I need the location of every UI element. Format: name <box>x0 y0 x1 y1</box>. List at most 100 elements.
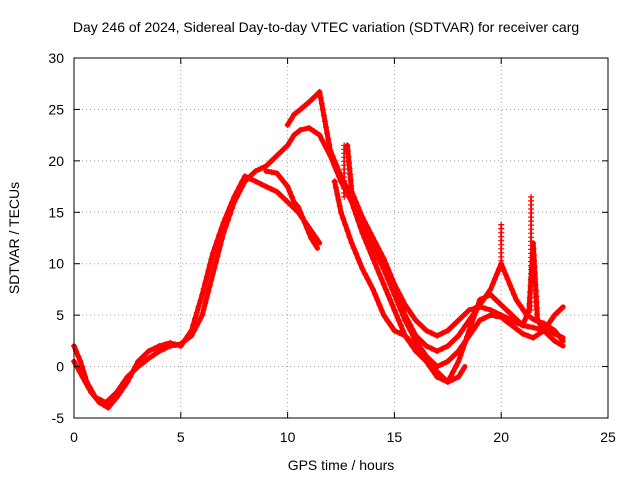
data-point <box>482 314 489 321</box>
data-point <box>77 358 84 365</box>
series-line <box>285 89 566 354</box>
data-point <box>374 265 381 272</box>
data-point <box>378 260 385 267</box>
data-point <box>439 330 446 337</box>
data-point <box>423 327 430 334</box>
data-point <box>363 224 370 231</box>
data-point <box>350 205 357 212</box>
data-point <box>135 358 142 365</box>
data-point <box>397 307 404 313</box>
plot-frame <box>73 57 609 419</box>
data-point <box>334 190 341 197</box>
data-point <box>532 275 539 282</box>
data-point <box>85 384 92 391</box>
data-point <box>326 141 333 148</box>
data-point <box>311 94 318 101</box>
data-point <box>268 169 275 176</box>
data-point <box>370 240 376 247</box>
data-point <box>332 184 339 191</box>
data-point <box>306 99 312 106</box>
data-point <box>530 334 537 341</box>
data-point <box>513 296 520 303</box>
series-line <box>71 125 566 406</box>
data-point <box>247 175 254 182</box>
x-axis-label: GPS time / hours <box>288 457 395 473</box>
data-point <box>399 312 406 319</box>
data-point <box>288 193 295 200</box>
data-point <box>395 301 402 308</box>
data-point <box>524 323 531 330</box>
data-point <box>297 127 304 133</box>
data-point <box>295 204 302 211</box>
data-point <box>511 291 517 298</box>
data-point <box>410 332 417 339</box>
data-point <box>156 343 163 349</box>
data-point <box>372 245 379 252</box>
data-point <box>450 353 457 360</box>
data-point <box>346 159 352 166</box>
data-point <box>367 235 374 241</box>
data-point <box>359 265 366 272</box>
data-point <box>202 279 209 286</box>
data-point <box>361 235 368 241</box>
data-point <box>323 124 329 131</box>
data-point <box>362 271 368 277</box>
data-point <box>357 260 364 267</box>
data-point <box>220 219 227 226</box>
data-point <box>450 337 457 344</box>
data-point <box>316 88 323 95</box>
data-point <box>181 337 188 344</box>
data-point <box>532 287 539 294</box>
data-point <box>287 116 294 123</box>
data-point <box>462 322 469 329</box>
series-satellite-a <box>71 124 566 406</box>
data-point <box>117 389 124 396</box>
y-tick-label: 0 <box>56 359 64 375</box>
data-point <box>492 296 499 303</box>
data-point <box>200 306 207 313</box>
series-layer <box>71 88 566 411</box>
data-point <box>308 235 315 241</box>
data-point <box>450 376 457 383</box>
data-point <box>205 288 212 295</box>
data-point <box>472 309 479 316</box>
data-point <box>455 358 462 365</box>
data-point <box>318 100 325 107</box>
data-point <box>533 305 540 312</box>
data-point <box>342 221 349 228</box>
data-point <box>338 173 344 180</box>
data-point <box>455 373 462 380</box>
data-point <box>331 178 338 185</box>
data-point <box>503 318 510 325</box>
data-point <box>546 332 553 339</box>
data-point <box>555 340 562 347</box>
data-point <box>273 152 280 159</box>
data-point <box>419 353 426 360</box>
data-point <box>551 337 558 344</box>
y-tick-label: 25 <box>48 101 64 117</box>
data-point <box>322 118 328 125</box>
data-point <box>540 327 547 334</box>
data-point <box>498 301 505 308</box>
spike <box>498 221 505 272</box>
data-point <box>402 317 409 324</box>
data-point <box>279 193 286 200</box>
data-point <box>203 294 210 301</box>
data-point <box>336 203 343 210</box>
data-point <box>428 345 435 352</box>
data-point <box>439 373 446 380</box>
data-point <box>551 327 558 334</box>
data-point <box>196 317 203 324</box>
data-point <box>535 331 542 338</box>
data-point <box>482 294 489 301</box>
data-point <box>534 317 541 324</box>
data-point <box>197 297 204 304</box>
data-point <box>311 240 318 247</box>
data-point <box>378 276 385 283</box>
data-point <box>450 322 457 329</box>
data-point <box>434 348 441 355</box>
data-point <box>385 291 391 298</box>
data-point <box>531 269 538 276</box>
data-point <box>205 268 212 275</box>
data-point <box>416 348 423 355</box>
